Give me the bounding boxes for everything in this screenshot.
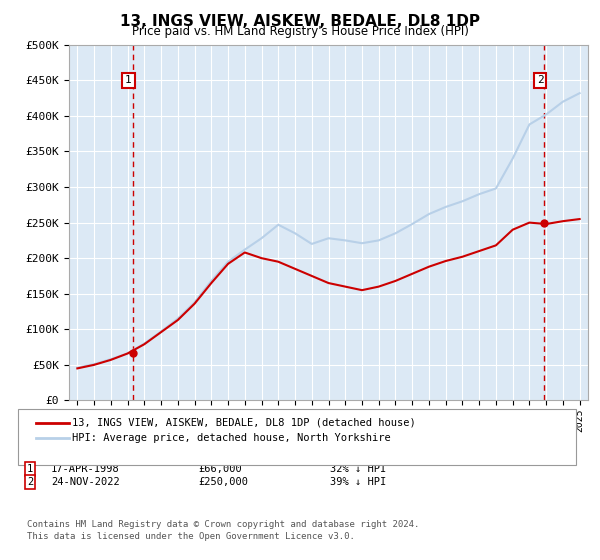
Text: 13, INGS VIEW, AISKEW, BEDALE, DL8 1DP (detached house): 13, INGS VIEW, AISKEW, BEDALE, DL8 1DP (… <box>72 418 416 428</box>
Text: Contains HM Land Registry data © Crown copyright and database right 2024.
This d: Contains HM Land Registry data © Crown c… <box>27 520 419 541</box>
Text: 24-NOV-2022: 24-NOV-2022 <box>51 477 120 487</box>
Text: 39% ↓ HPI: 39% ↓ HPI <box>330 477 386 487</box>
Text: 17-APR-1998: 17-APR-1998 <box>51 464 120 474</box>
Text: 2: 2 <box>537 76 544 85</box>
Text: 1: 1 <box>125 76 132 85</box>
Text: £250,000: £250,000 <box>198 477 248 487</box>
Text: Price paid vs. HM Land Registry's House Price Index (HPI): Price paid vs. HM Land Registry's House … <box>131 25 469 38</box>
Text: 2: 2 <box>27 477 33 487</box>
Text: 32% ↓ HPI: 32% ↓ HPI <box>330 464 386 474</box>
Text: 13, INGS VIEW, AISKEW, BEDALE, DL8 1DP: 13, INGS VIEW, AISKEW, BEDALE, DL8 1DP <box>120 14 480 29</box>
Text: £66,000: £66,000 <box>198 464 242 474</box>
Text: HPI: Average price, detached house, North Yorkshire: HPI: Average price, detached house, Nort… <box>72 433 391 443</box>
Text: 1: 1 <box>27 464 33 474</box>
